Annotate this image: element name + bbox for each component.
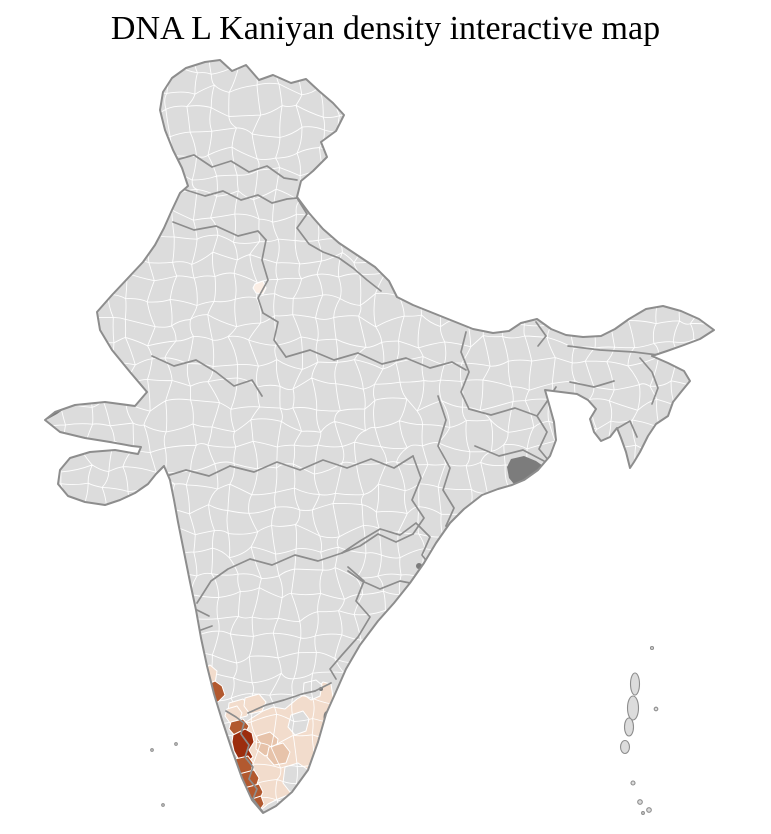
state-borders — [151, 151, 667, 813]
district-region-south-karnataka-2[interactable] — [243, 693, 267, 715]
lakshadweep-islands[interactable] — [150, 742, 178, 807]
andaman-nicobar-islands[interactable] — [619, 645, 659, 815]
shaded-regions-under-mesh — [239, 679, 334, 810]
map-title: DNA L Kaniyan density interactive map — [110, 10, 661, 47]
india-landmass[interactable] — [45, 60, 714, 813]
district-region-tn-east[interactable] — [287, 710, 310, 736]
district-region-tn-southeast[interactable] — [282, 762, 317, 793]
district-region-kerala-northwest-high[interactable] — [231, 728, 255, 763]
district-region-tn-interior-2[interactable] — [266, 742, 291, 766]
